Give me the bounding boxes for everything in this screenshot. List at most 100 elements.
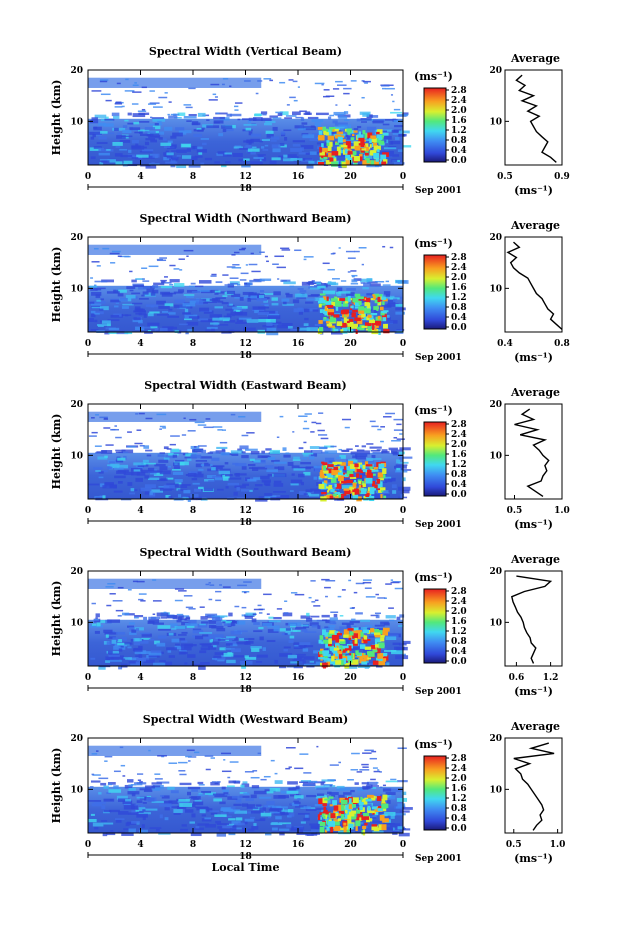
convective-cell <box>322 650 329 654</box>
echo-cell <box>376 782 378 784</box>
echo-cell <box>269 620 281 622</box>
convective-cell <box>330 827 333 833</box>
echo-cell <box>145 484 156 488</box>
echo-cell <box>371 426 378 428</box>
echo-cell <box>244 80 251 82</box>
echo-cell <box>202 814 206 816</box>
echo-cell <box>329 115 334 117</box>
echo-cell <box>232 153 242 157</box>
convective-cell <box>338 472 343 475</box>
echo-cell <box>277 437 279 439</box>
echo-cell <box>199 650 206 653</box>
convective-cell <box>346 480 353 483</box>
echo-cell <box>117 458 125 461</box>
echo-cell <box>259 636 263 640</box>
echo-cell <box>169 101 172 103</box>
profile-x-label: (ms⁻¹) <box>514 852 553 865</box>
echo-cell <box>245 616 253 619</box>
echo-cell <box>137 581 145 583</box>
convective-cell <box>328 464 334 467</box>
echo-cell <box>339 247 341 249</box>
echo-cell <box>355 445 359 447</box>
echo-cell <box>253 614 257 616</box>
echo-cell <box>98 792 101 794</box>
convective-cell <box>329 819 332 821</box>
echo-cell <box>274 660 278 664</box>
echo-cell <box>402 807 412 810</box>
echo-cell <box>370 283 381 286</box>
panel-3: Spectral Width (Southward Beam)2010Heigh… <box>50 546 562 698</box>
colorbar-tick-label: 2.4 <box>451 263 467 273</box>
xtick-label: 8 <box>190 172 196 182</box>
echo-cell <box>210 314 222 318</box>
convective-cell <box>349 798 352 803</box>
echo-cell <box>361 97 364 99</box>
echo-cell <box>202 635 208 637</box>
echo-cell <box>325 458 334 462</box>
convective-cell <box>319 147 322 153</box>
echo-cell <box>104 456 108 458</box>
echo-cell <box>237 119 240 121</box>
echo-cell <box>92 90 102 92</box>
echo-cell <box>293 299 299 303</box>
echo-cell <box>198 782 204 784</box>
profile-ytick-label: 10 <box>489 117 502 127</box>
echo-cell <box>289 788 297 791</box>
echo-cell <box>205 755 214 757</box>
echo-cell <box>159 660 166 662</box>
echo-cell <box>122 130 131 133</box>
xtick-label: 0 <box>400 673 406 683</box>
convective-cell <box>382 301 384 305</box>
echo-cell <box>149 639 155 641</box>
convective-cell <box>355 826 357 831</box>
echo-cell <box>116 146 121 148</box>
echo-cell <box>287 104 290 106</box>
echo-cell <box>205 584 209 586</box>
echo-cell <box>178 590 187 592</box>
heatmap-field <box>88 579 411 670</box>
colorbar-tick-label: 1.2 <box>451 126 467 136</box>
echo-cell <box>185 809 194 812</box>
echo-cell <box>139 781 143 783</box>
echo-cell <box>287 791 299 794</box>
echo-cell <box>216 112 219 114</box>
convective-cell <box>339 495 341 498</box>
echo-cell <box>172 449 180 452</box>
echo-cell <box>275 773 278 775</box>
echo-cell <box>179 638 185 640</box>
echo-cell <box>247 319 259 323</box>
echo-cell <box>129 493 135 495</box>
echo-cell <box>280 495 289 498</box>
echo-cell <box>195 422 205 424</box>
ytick-label: 20 <box>70 734 83 744</box>
convective-cell <box>347 815 351 820</box>
echo-cell <box>165 92 168 94</box>
echo-cell <box>145 131 156 133</box>
convective-cell <box>330 496 334 499</box>
echo-cell <box>118 587 124 589</box>
convective-cell <box>347 151 353 154</box>
echo-cell <box>180 829 188 832</box>
echo-cell <box>294 802 300 804</box>
echo-cell <box>94 619 99 621</box>
echo-cell <box>247 479 256 482</box>
convective-cell <box>376 321 381 326</box>
echo-cell <box>131 293 140 295</box>
echo-cell <box>247 807 259 809</box>
convective-cell <box>371 313 377 315</box>
echo-cell <box>299 660 306 663</box>
echo-cell <box>251 777 260 779</box>
echo-cell <box>211 458 219 461</box>
echo-cell <box>343 88 351 90</box>
echo-cell <box>217 660 224 662</box>
convective-cell <box>329 322 331 326</box>
echo-cell <box>111 315 120 318</box>
echo-cell <box>362 766 368 768</box>
convective-cell <box>383 310 388 312</box>
echo-cell <box>317 430 324 432</box>
convective-cell <box>358 296 364 299</box>
echo-cell <box>282 447 286 451</box>
echo-cell <box>106 100 112 102</box>
echo-cell <box>178 762 188 764</box>
echo-cell <box>208 452 213 454</box>
